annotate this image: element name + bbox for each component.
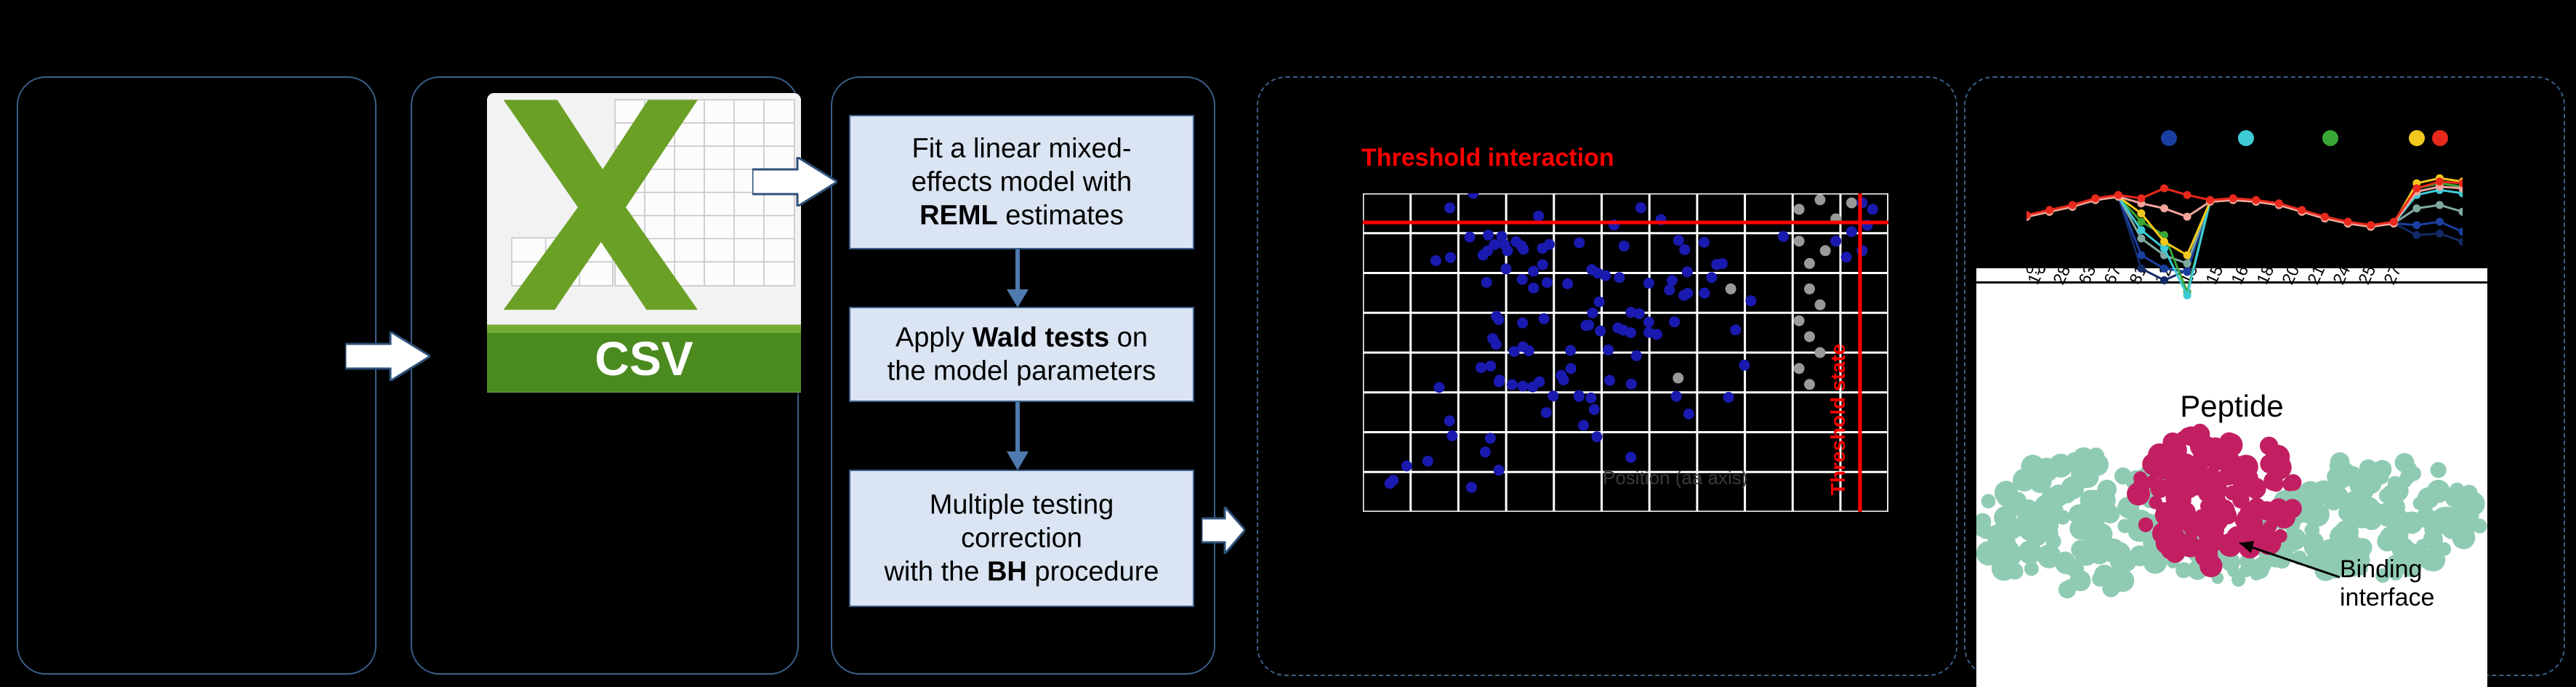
svg-text:CSV: CSV: [595, 332, 693, 385]
svg-text:Position (aa axis): Position (aa axis): [1603, 467, 1747, 489]
